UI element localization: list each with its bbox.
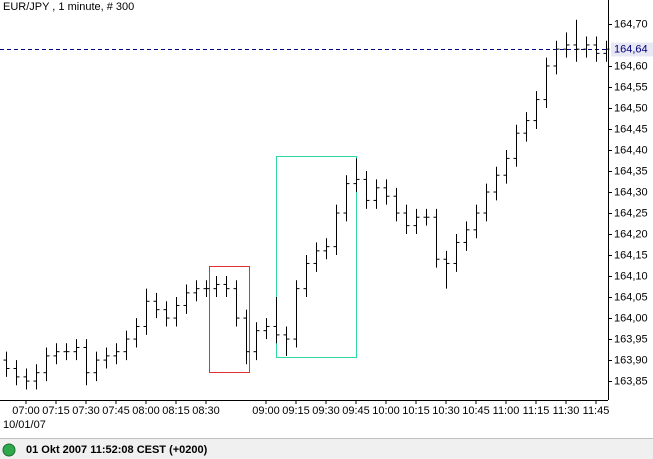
y-tick-label: 164,35: [614, 165, 648, 177]
y-tick-label: 164,70: [614, 18, 648, 30]
x-tick-label: 09:45: [342, 405, 370, 417]
x-tick-label: 07:45: [102, 405, 130, 417]
reference-label: 164,64: [614, 43, 648, 55]
x-tick-label: 09:00: [252, 405, 280, 417]
x-tick-label: 07:00: [12, 405, 40, 417]
x-tick-label: 09:15: [282, 405, 310, 417]
y-tick-label: 164,55: [614, 81, 648, 93]
x-tick-label: 07:30: [72, 405, 100, 417]
chart-title: EUR/JPY , 1 minute, # 300: [3, 1, 134, 13]
status-bar: [0, 438, 653, 459]
y-tick-label: 164,10: [614, 270, 648, 282]
x-tick-label: 08:30: [192, 405, 220, 417]
status-icon: [2, 443, 16, 457]
y-tick-label: 164,50: [614, 102, 648, 114]
y-tick-label: 164,25: [614, 207, 648, 219]
y-tick-label: 164,45: [614, 123, 648, 135]
x-tick-label: 10:45: [462, 405, 490, 417]
y-tick-label: 164,15: [614, 249, 648, 261]
x-tick-label: 08:15: [162, 405, 190, 417]
x-tick-label: 11:15: [523, 405, 550, 417]
y-tick-label: 164,20: [614, 228, 648, 240]
x-tick-label: 08:00: [132, 405, 160, 417]
x-tick-label: 07:15: [42, 405, 70, 417]
x-tick-label: 10:15: [402, 405, 430, 417]
x-tick-label: 11:00: [493, 405, 520, 417]
reference-label-bg: [611, 42, 653, 57]
x-tick-label: 09:30: [312, 405, 340, 417]
x-tick-label: 10:00: [372, 405, 400, 417]
x-tick-label: 11:45: [583, 405, 610, 417]
y-tick-label: 164,40: [614, 144, 648, 156]
y-tick-label: 164,05: [614, 291, 648, 303]
status-text: 01 Okt 2007 11:52:08 CEST (+0200): [26, 444, 208, 456]
date-label: 10/01/07: [3, 419, 46, 431]
highlight-box: [209, 266, 250, 373]
y-tick-label: 164,30: [614, 186, 648, 198]
plot-area: [0, 0, 608, 400]
y-tick-label: 163,85: [614, 375, 648, 387]
y-tick-label: 163,90: [614, 354, 648, 366]
x-tick-label: 10:30: [432, 405, 460, 417]
highlight-box: [276, 156, 357, 358]
x-tick-label: 11:30: [553, 405, 580, 417]
y-tick-label: 164,60: [614, 60, 648, 72]
y-tick-label: 163,95: [614, 333, 648, 345]
y-tick-label: 164,00: [614, 312, 648, 324]
